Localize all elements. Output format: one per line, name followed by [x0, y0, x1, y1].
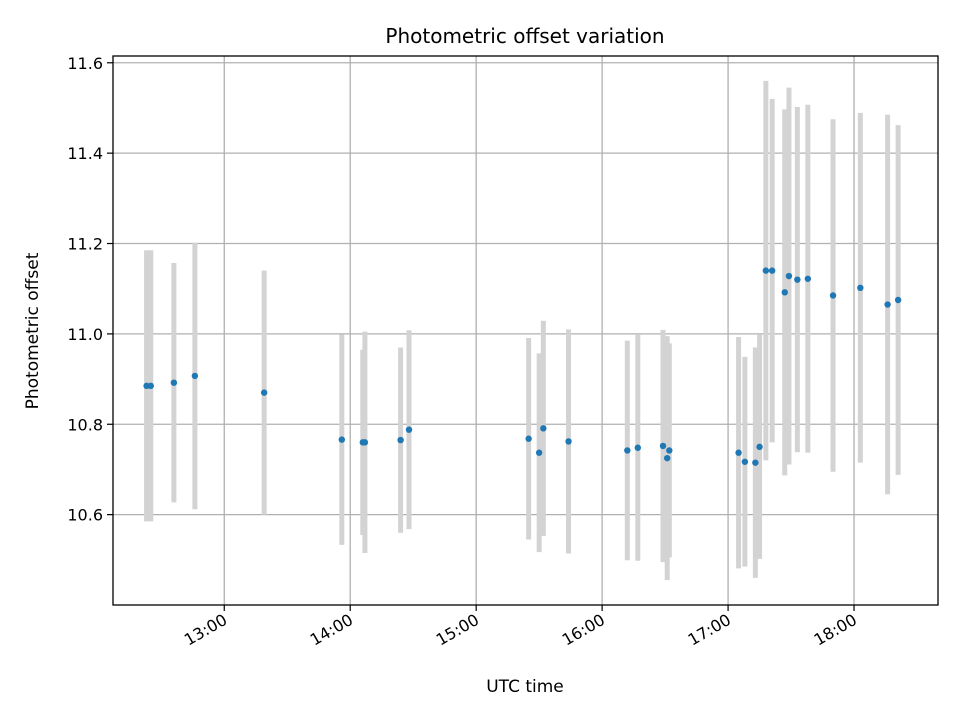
data-point	[781, 289, 788, 296]
data-point	[762, 267, 770, 274]
data-point	[741, 458, 749, 465]
x-tick-label: 17:00	[685, 610, 734, 650]
data-point	[663, 454, 671, 462]
data-point	[624, 447, 631, 454]
data-point	[884, 301, 891, 308]
data-point	[535, 449, 543, 456]
y-tick-label: 10.8	[67, 415, 103, 434]
data-point	[191, 372, 199, 380]
y-tick-label: 11.2	[67, 235, 103, 254]
data-point	[338, 436, 346, 443]
data-point	[565, 438, 572, 445]
x-axis-label: UTC time	[486, 677, 564, 697]
data-point	[829, 292, 837, 299]
y-tick-label: 11.6	[67, 54, 103, 73]
x-tick-label: 16:00	[559, 610, 608, 650]
data-point	[894, 296, 902, 304]
data-point	[634, 444, 642, 451]
data-point	[756, 443, 763, 451]
data-point	[857, 284, 864, 291]
x-tick-label: 14:00	[307, 610, 356, 650]
data-point	[260, 389, 268, 396]
y-tick-label: 10.6	[67, 506, 103, 525]
data-point	[361, 439, 369, 446]
data-point	[666, 447, 673, 454]
y-tick-label: 11.0	[67, 325, 103, 344]
chart-title: Photometric offset variation	[385, 24, 664, 48]
data-point	[785, 272, 793, 280]
x-tick-label: 13:00	[181, 610, 230, 650]
data-point	[794, 276, 801, 283]
data-point	[752, 459, 759, 466]
plot-frame	[112, 55, 939, 606]
data-point	[540, 425, 547, 432]
data-point	[525, 435, 532, 442]
x-tick-label: 18:00	[811, 610, 860, 650]
data-point	[659, 442, 667, 450]
data-point	[397, 436, 404, 444]
y-tick-label: 11.4	[67, 144, 103, 163]
data-point	[405, 426, 413, 433]
y-axis-label: Photometric offset	[23, 252, 43, 409]
data-point	[735, 449, 742, 456]
x-tick-label: 15:00	[433, 610, 482, 650]
data-point	[804, 275, 812, 282]
data-point	[147, 382, 154, 390]
data-point	[170, 379, 178, 386]
data-point	[768, 267, 776, 274]
